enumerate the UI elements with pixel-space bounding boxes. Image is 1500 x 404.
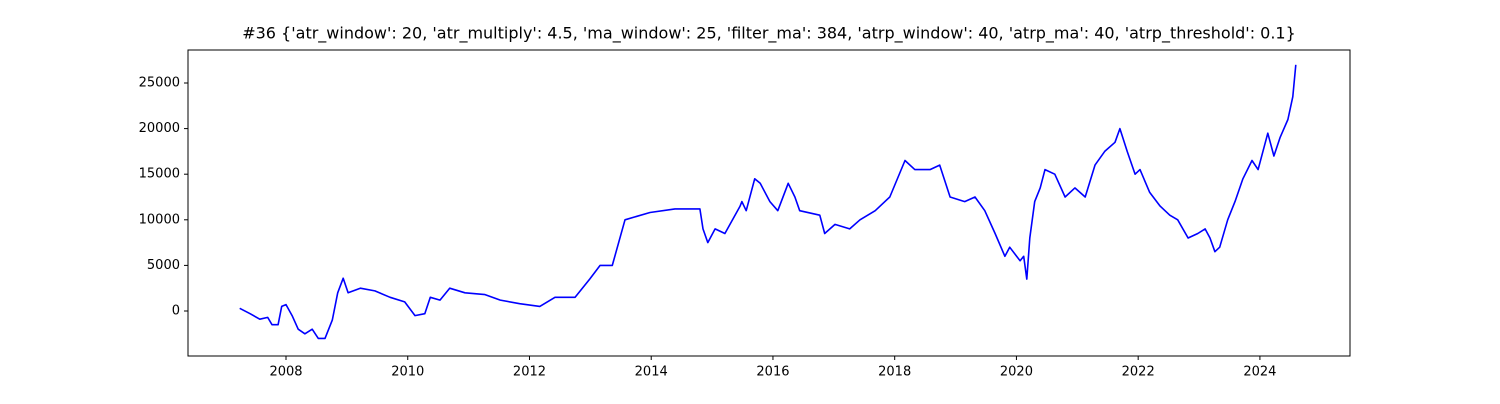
y-tick-label: 10000 <box>139 212 180 227</box>
x-tick-label: 2022 <box>1122 365 1155 380</box>
x-tick-label: 2008 <box>269 365 302 380</box>
x-tick-label: 2018 <box>878 365 911 380</box>
x-tick-label: 2020 <box>1000 365 1033 380</box>
axes-frame <box>187 49 1351 357</box>
x-tick-label: 2010 <box>391 365 424 380</box>
y-tick-label: 15000 <box>139 167 180 182</box>
data-line <box>239 64 1297 340</box>
y-tick-label: 0 <box>172 304 180 319</box>
y-tick-label: 20000 <box>139 121 180 136</box>
x-tick-label: 2016 <box>756 365 789 380</box>
x-tick-label: 2012 <box>513 365 546 380</box>
y-tick-label: 5000 <box>147 258 180 273</box>
x-tick-label: 2014 <box>635 365 668 380</box>
y-tick-label: 25000 <box>139 75 180 90</box>
x-tick-label: 2024 <box>1243 365 1276 380</box>
chart-title: #36 {'atr_window': 20, 'atr_multiply': 4… <box>242 24 1296 44</box>
